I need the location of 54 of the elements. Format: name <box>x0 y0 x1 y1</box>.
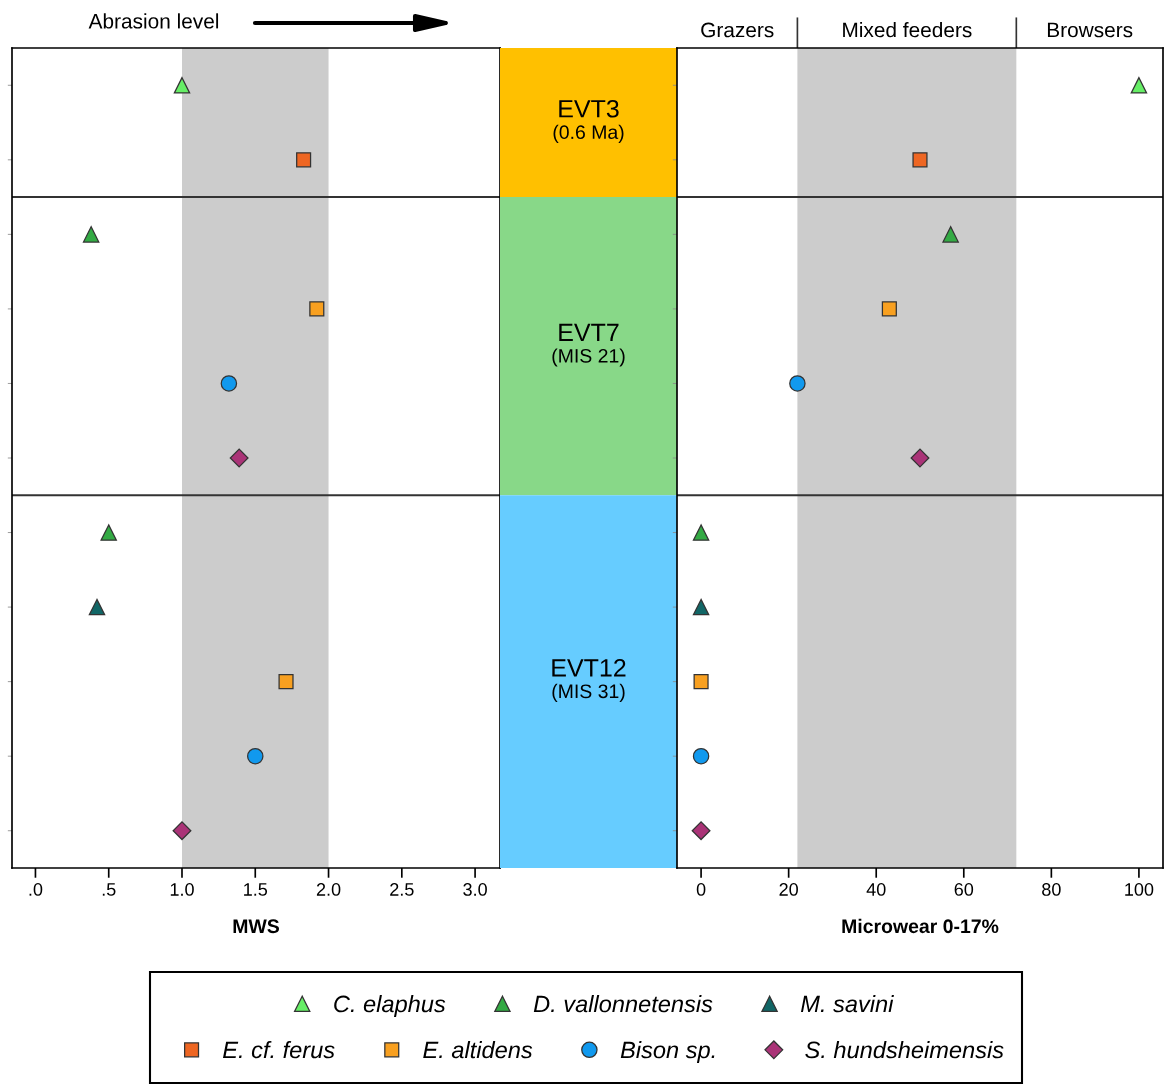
x-tick-label: .0 <box>29 883 43 896</box>
x-tick-label: 20 <box>779 883 798 896</box>
legend-label: S. hundsheimensis <box>805 1040 1004 1059</box>
point <box>173 77 191 94</box>
text: Abrasion level <box>88 13 219 29</box>
legend-label: E. cf. ferus <box>223 1040 335 1059</box>
x-tick-label: 60 <box>954 883 974 896</box>
legend-label: D. vallonnetensis <box>533 994 713 1013</box>
point <box>693 674 709 690</box>
point <box>942 226 959 243</box>
point <box>309 301 325 317</box>
x-tick-label: 0 <box>696 883 706 896</box>
point <box>82 226 100 243</box>
point <box>692 524 710 541</box>
point <box>910 448 930 468</box>
point <box>912 152 928 168</box>
point <box>172 821 192 841</box>
legend-label: M. savini <box>801 994 894 1013</box>
x-tick-label: 2.5 <box>390 883 414 896</box>
x-tick-label: 80 <box>1042 883 1061 896</box>
point <box>691 821 711 841</box>
text: (MIS 31) <box>552 683 625 702</box>
x-tick-label: 40 <box>866 883 886 896</box>
point <box>247 747 264 765</box>
x-axis-title: Microwear 0-17% <box>842 918 999 934</box>
x-axis-title: MWS <box>233 919 279 934</box>
x-tick-label: 1.5 <box>244 883 268 896</box>
text: Mixed feeders <box>843 22 972 38</box>
point <box>789 375 806 392</box>
point <box>278 674 294 690</box>
text: (0.6 Ma) <box>553 124 624 143</box>
x-tick-label: 100 <box>1125 883 1154 896</box>
point <box>881 301 897 317</box>
point <box>88 598 106 616</box>
x-tick-label: 3.0 <box>463 883 487 896</box>
legend-label: Bison sp. <box>620 1040 715 1064</box>
point <box>692 598 710 616</box>
point <box>100 524 117 541</box>
text: Grazers <box>701 22 774 38</box>
point <box>1130 77 1148 94</box>
point <box>296 152 312 168</box>
point <box>220 375 238 392</box>
legend-label: C. elaphus <box>334 994 446 1018</box>
x-tick-label: 2.0 <box>316 883 341 896</box>
x-tick-label: 1.0 <box>170 883 194 896</box>
point <box>229 448 249 468</box>
category-label: EVT7 <box>559 323 619 341</box>
x-tick-label: .5 <box>102 883 116 896</box>
text: Browsers <box>1047 22 1133 38</box>
category-label: EVT3 <box>559 99 619 118</box>
point <box>692 747 710 765</box>
text: (MIS 21) <box>552 348 625 367</box>
legend-label: E. altidens <box>423 1040 533 1059</box>
category-label: EVT12 <box>552 658 626 677</box>
